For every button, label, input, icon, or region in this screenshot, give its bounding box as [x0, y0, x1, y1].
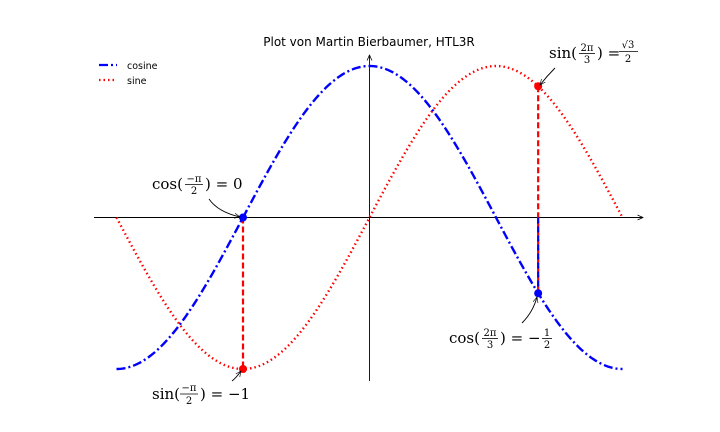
annotation-text: ) = 0 [205, 175, 243, 193]
fraction-denominator: 3 [487, 340, 493, 351]
data-point-cosine [534, 289, 543, 298]
fraction-numerator: −π [187, 174, 202, 185]
fraction-numerator: √3 [622, 40, 635, 51]
annotation-text: cos( [152, 175, 183, 193]
fraction-numerator: 2π [484, 328, 497, 339]
annotation-cos-two-thirds-pi: cos( 2π 3 ) = − 1 2 [449, 297, 552, 351]
legend: cosine sine [99, 61, 158, 87]
annotation-text: ) = −1 [200, 385, 250, 403]
fraction-numerator: −π [182, 383, 197, 394]
data-point-cosine [239, 213, 248, 222]
annotation-arrow [521, 297, 537, 324]
annotation-text: cos( [449, 329, 480, 347]
chart-title: Plot von Martin Bierbaumer, HTL3R [263, 35, 475, 49]
annotation-arrow [540, 67, 556, 85]
annotation-arrow [231, 371, 241, 382]
annotation-text: ) = [597, 44, 620, 62]
fraction-denominator: 2 [191, 186, 197, 197]
annotation-cos-neg-half-pi: cos( −π 2 ) = 0 [152, 174, 243, 217]
legend-label-sine: sine [127, 76, 147, 87]
fraction-denominator: 2 [544, 340, 550, 351]
fraction-numerator: 2π [581, 43, 594, 54]
fraction-denominator: 3 [584, 55, 590, 66]
legend-label-cosine: cosine [127, 61, 158, 72]
fraction-numerator: 1 [544, 328, 550, 339]
annotation-sin-neg-half-pi: sin( −π 2 ) = −1 [152, 371, 250, 407]
annotation-arrow [208, 198, 240, 217]
fraction-denominator: 2 [186, 396, 192, 407]
fraction-denominator: 2 [625, 54, 631, 65]
annotation-text: sin( [152, 385, 180, 403]
annotation-text: ) = − [500, 329, 541, 347]
annotation-text: sin( [549, 44, 577, 62]
annotation-sin-two-thirds-pi: sin( 2π 3 ) = √3 2 [540, 40, 638, 85]
